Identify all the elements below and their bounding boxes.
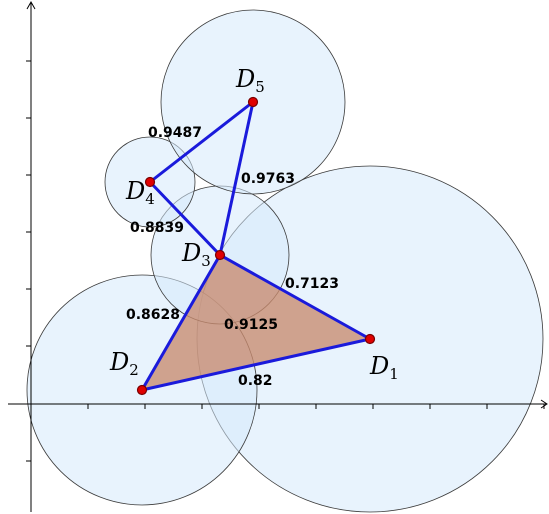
label-d2: D2: [109, 348, 139, 379]
x-axis-ticks: [87, 404, 545, 409]
label-d4: D4: [125, 177, 155, 208]
edge-d2-d3: [140, 253, 222, 392]
distance-d1-d2-inner: 0.9125: [224, 317, 278, 333]
label-d3-letter: D: [181, 239, 201, 267]
edge-d1-d3: [218, 253, 372, 341]
label-d1: D1: [369, 352, 399, 383]
y-axis-ticks: [26, 60, 31, 462]
label-d3: D3: [181, 239, 211, 270]
label-d2-letter: D: [109, 348, 129, 376]
label-d1-subscript: 1: [389, 365, 399, 383]
label-d5-letter: D: [235, 65, 255, 93]
label-d4-letter: D: [125, 177, 145, 205]
point-d4: [144, 176, 156, 188]
distance-d4-d5: 0.9487: [148, 125, 202, 141]
point-d5: [247, 96, 259, 108]
edge-d3-d4: [148, 180, 222, 257]
label-d4-subscript: 4: [145, 190, 155, 208]
x-axis-arrow: [540, 399, 548, 409]
point-d2: [136, 384, 148, 396]
label-d1-letter: D: [369, 352, 389, 380]
edge-d3-d5: [218, 100, 255, 257]
y-axis-arrow: [26, 0, 36, 10]
distance-d1-d3: 0.7123: [285, 276, 339, 292]
point-d3: [214, 249, 226, 261]
label-d2-subscript: 2: [129, 361, 139, 379]
point-d1: [364, 333, 376, 345]
distance-d1-d2: 0.82: [238, 373, 273, 389]
label-d5-subscript: 5: [255, 78, 265, 96]
triangle-d1-d2-d3: [142, 255, 370, 390]
distance-d2-d3: 0.8628: [126, 307, 180, 323]
edge-d4-d5: [148, 100, 255, 184]
label-d5: D5: [235, 65, 265, 96]
label-d3-subscript: 3: [201, 252, 211, 270]
distance-d3-d5: 0.9763: [241, 171, 295, 187]
distance-d3-d4: 0.8839: [130, 220, 184, 236]
edge-d1-d2: [140, 337, 372, 392]
